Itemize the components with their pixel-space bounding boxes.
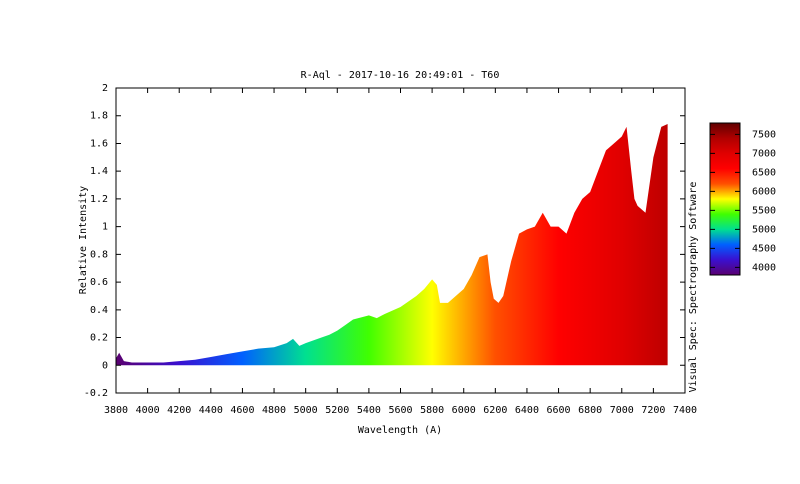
colorbar-tick-label: 6000 — [752, 186, 776, 197]
colorbar-tick-label: 5500 — [752, 205, 776, 216]
colorbar — [709, 122, 741, 276]
x-tick-label: 5200 — [325, 405, 349, 416]
x-tick-label: 4400 — [199, 405, 223, 416]
chart-title: R-Aql - 2017-10-16 20:49:01 - T60 — [301, 70, 500, 81]
x-tick-label: 4200 — [167, 405, 191, 416]
colorbar-tick-label: 7500 — [752, 129, 776, 140]
y-tick-label: 1 — [102, 222, 108, 233]
x-tick-label: 6200 — [483, 405, 507, 416]
y-tick-label: 0.4 — [90, 305, 108, 316]
x-tick-label: 6800 — [578, 405, 602, 416]
x-tick-label: 4800 — [262, 405, 286, 416]
spectrum-area — [116, 124, 668, 366]
y-tick-label: 0.8 — [90, 249, 108, 260]
colorbar-tick-label: 6500 — [752, 167, 776, 178]
x-tick-label: 5000 — [294, 405, 318, 416]
x-tick-label: 6400 — [515, 405, 539, 416]
y-tick-label: 0 — [102, 360, 108, 371]
x-tick-label: 7000 — [610, 405, 634, 416]
x-tick-label: 5800 — [420, 405, 444, 416]
y-tick-label: -0.2 — [84, 388, 108, 399]
y-tick-label: 0.6 — [90, 277, 108, 288]
x-tick-label: 6600 — [547, 405, 571, 416]
x-tick-label: 4600 — [230, 405, 254, 416]
y-tick-label: 1.4 — [90, 166, 108, 177]
x-tick-label: 4000 — [136, 405, 160, 416]
colorbar-tick-label: 4500 — [752, 243, 776, 254]
x-tick-label: 6000 — [452, 405, 476, 416]
x-tick-label: 7200 — [641, 405, 665, 416]
colorbar-tick-label: 7000 — [752, 148, 776, 159]
y-tick-label: 1.6 — [90, 138, 108, 149]
x-tick-label: 5400 — [357, 405, 381, 416]
x-axis-label: Wavelength (A) — [358, 425, 442, 436]
colorbar-tick-label: 4000 — [752, 262, 776, 273]
side-label: Visual Spec: Spectrography Software — [688, 182, 699, 393]
y-tick-label: 2 — [102, 83, 108, 94]
y-tick-label: 0.2 — [90, 333, 108, 344]
y-axis-label: Relative Intensity — [78, 186, 89, 294]
y-tick-label: 1.2 — [90, 194, 108, 205]
x-tick-label: 3800 — [104, 405, 128, 416]
x-tick-label: 7400 — [673, 405, 697, 416]
x-tick-label: 5600 — [388, 405, 412, 416]
colorbar-tick-label: 5000 — [752, 224, 776, 235]
y-tick-label: 1.8 — [90, 111, 108, 122]
